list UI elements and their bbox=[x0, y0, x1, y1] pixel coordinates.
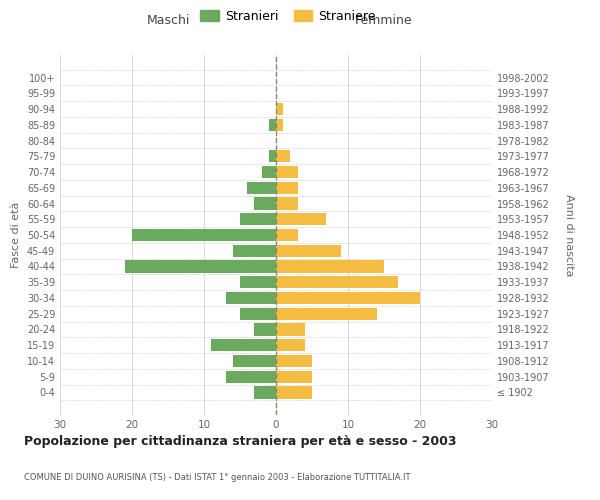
Bar bbox=[240, 308, 276, 320]
Bar bbox=[276, 276, 398, 288]
Y-axis label: Fasce di età: Fasce di età bbox=[11, 202, 21, 268]
Bar bbox=[240, 276, 276, 288]
Bar bbox=[254, 198, 276, 209]
Bar bbox=[226, 370, 276, 383]
Bar bbox=[125, 260, 276, 272]
Bar bbox=[276, 386, 312, 398]
Bar bbox=[240, 213, 276, 226]
Bar bbox=[276, 118, 283, 131]
Bar bbox=[247, 182, 276, 194]
Bar bbox=[269, 118, 276, 131]
Bar bbox=[276, 339, 305, 351]
Bar bbox=[276, 103, 283, 115]
Bar bbox=[254, 386, 276, 398]
Bar bbox=[276, 198, 298, 209]
Bar bbox=[233, 244, 276, 257]
Text: COMUNE DI DUINO AURISINA (TS) - Dati ISTAT 1° gennaio 2003 - Elaborazione TUTTIT: COMUNE DI DUINO AURISINA (TS) - Dati IST… bbox=[24, 473, 410, 482]
Bar bbox=[276, 370, 312, 383]
Bar bbox=[276, 308, 377, 320]
Bar bbox=[276, 182, 298, 194]
Y-axis label: Anni di nascita: Anni di nascita bbox=[563, 194, 574, 276]
Bar bbox=[233, 355, 276, 367]
Bar bbox=[276, 150, 290, 162]
Bar bbox=[276, 355, 312, 367]
Bar bbox=[211, 339, 276, 351]
Bar bbox=[276, 244, 341, 257]
Bar bbox=[254, 324, 276, 336]
Bar bbox=[226, 292, 276, 304]
Bar bbox=[276, 260, 384, 272]
Bar bbox=[132, 229, 276, 241]
Bar bbox=[276, 292, 420, 304]
Bar bbox=[276, 213, 326, 226]
Bar bbox=[276, 324, 305, 336]
Text: Popolazione per cittadinanza straniera per età e sesso - 2003: Popolazione per cittadinanza straniera p… bbox=[24, 435, 457, 448]
Text: Maschi: Maschi bbox=[146, 14, 190, 28]
Bar bbox=[276, 229, 298, 241]
Text: Femmine: Femmine bbox=[355, 14, 413, 28]
Bar bbox=[269, 150, 276, 162]
Bar bbox=[262, 166, 276, 178]
Legend: Stranieri, Straniere: Stranieri, Straniere bbox=[196, 6, 380, 26]
Bar bbox=[276, 166, 298, 178]
